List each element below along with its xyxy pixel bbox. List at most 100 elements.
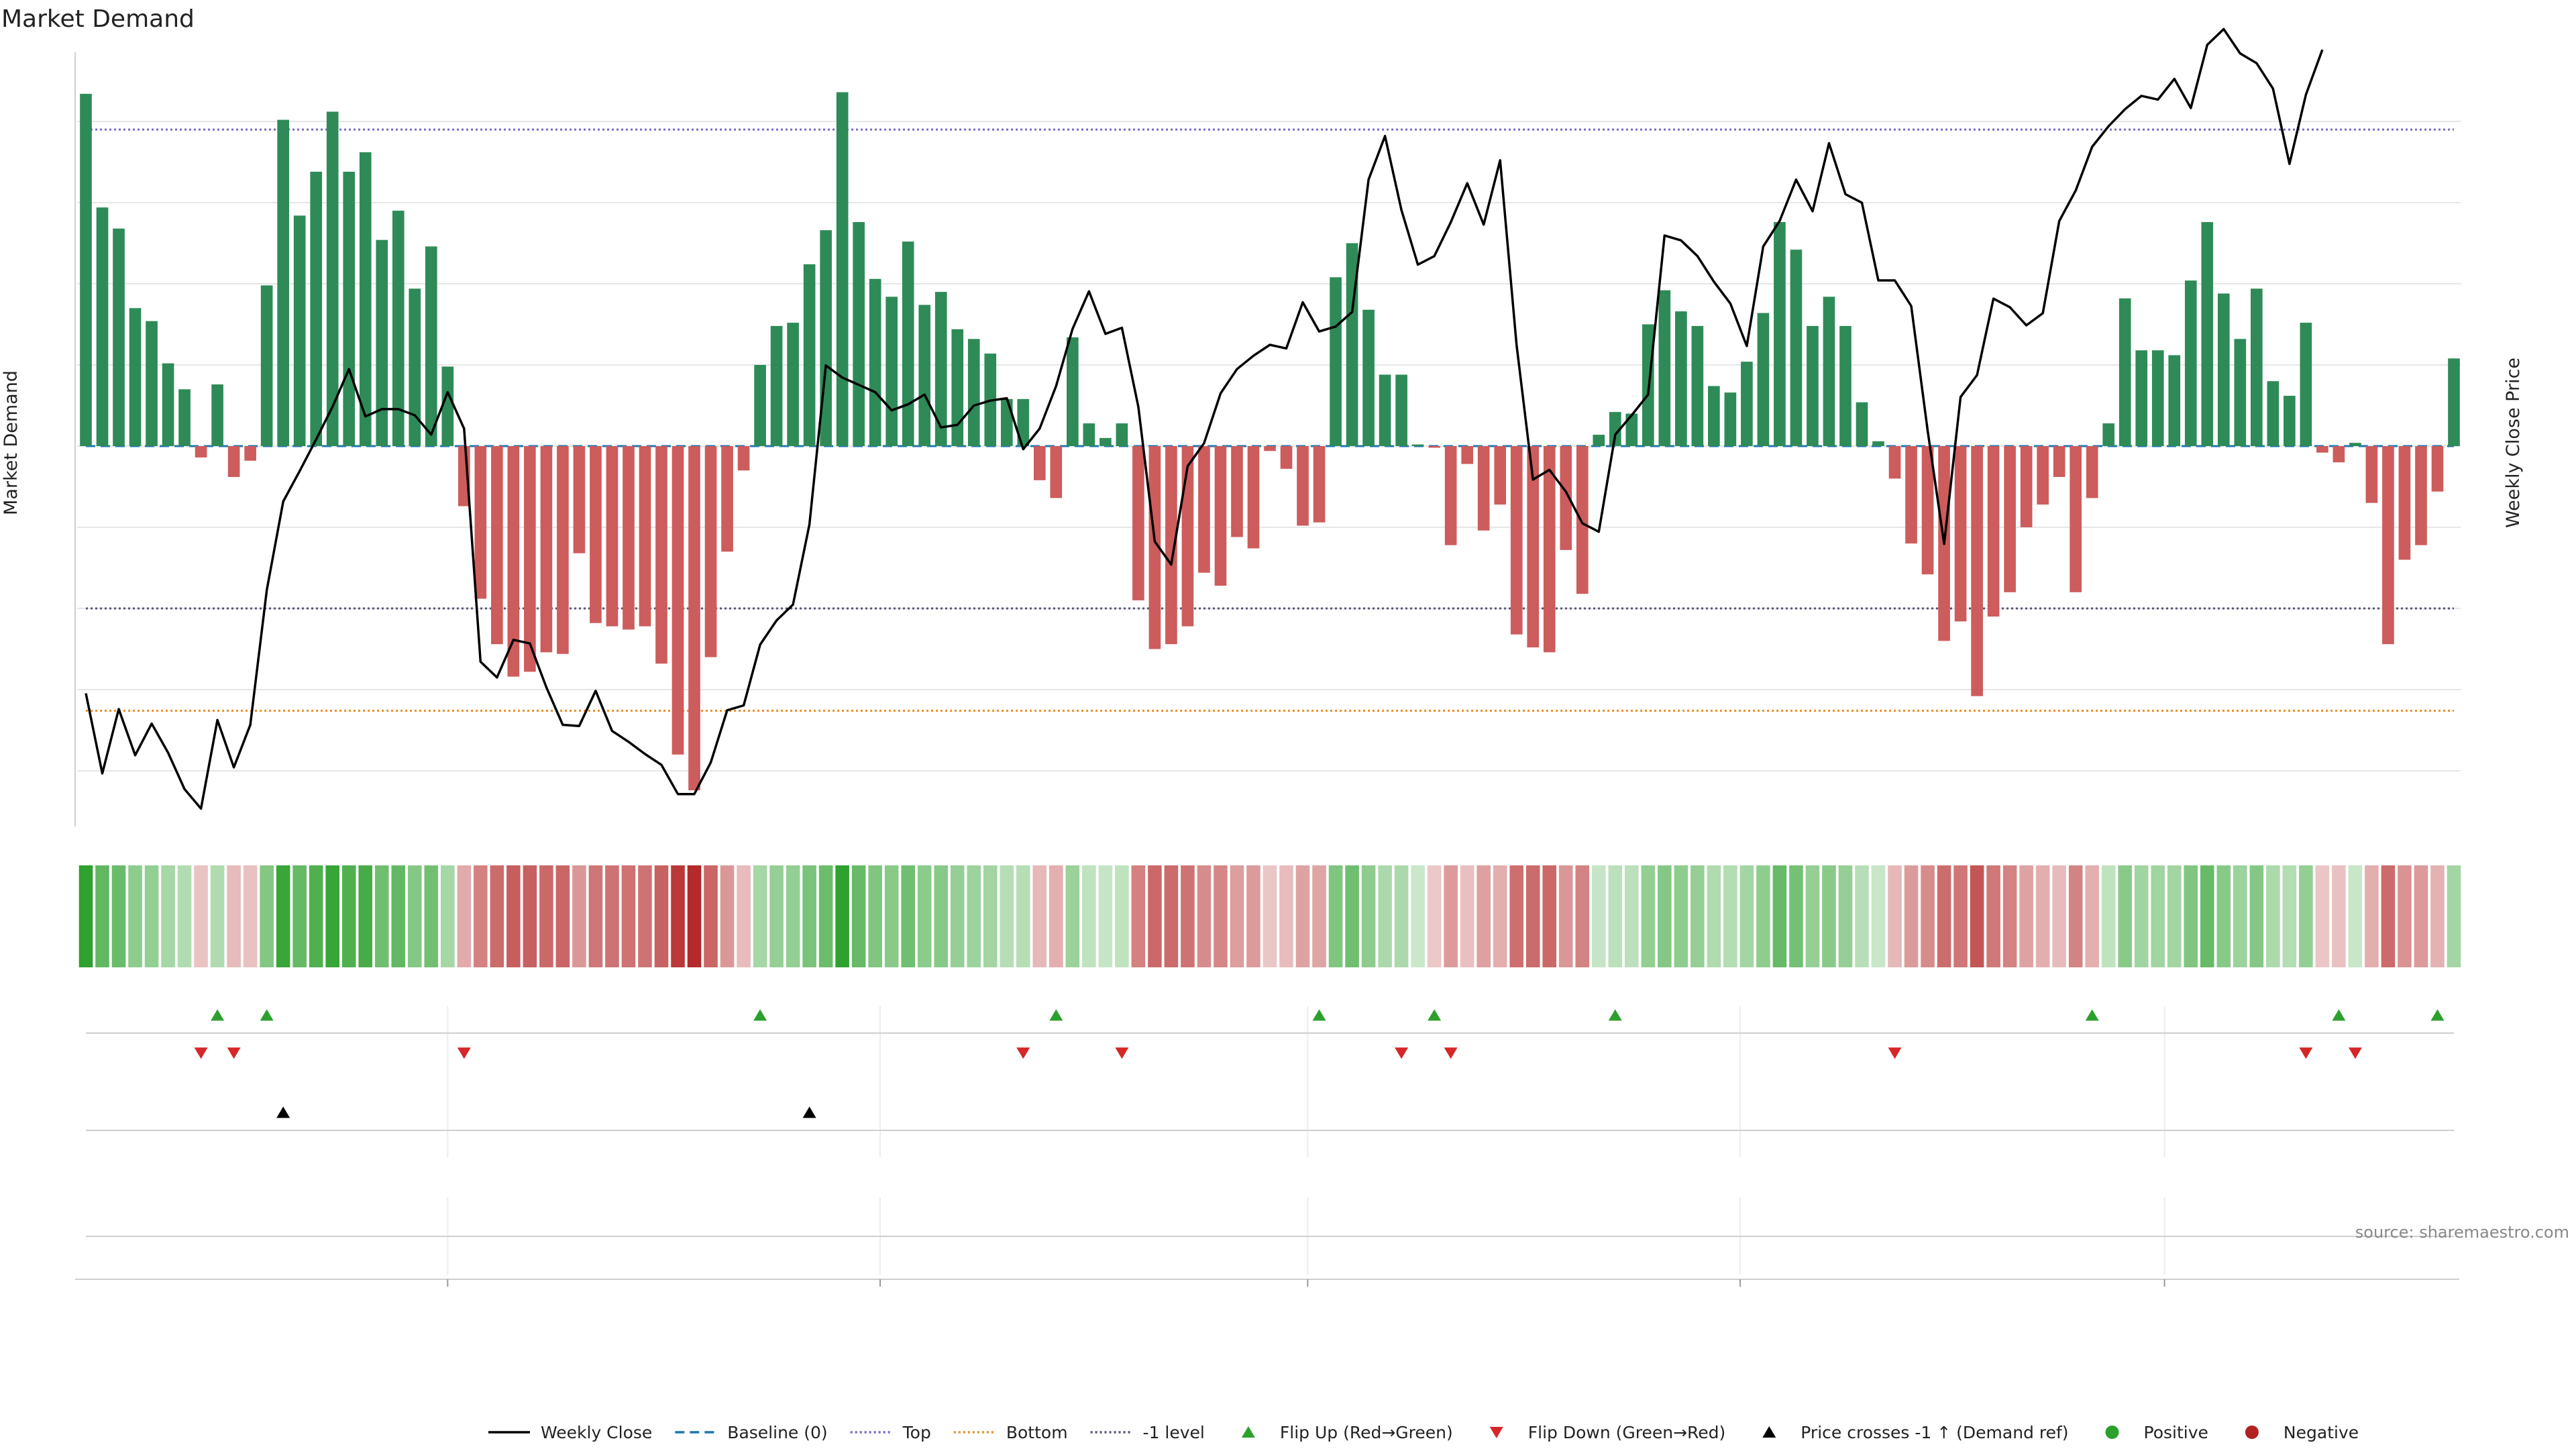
legend-label: Price crosses -1 ↑ (Demand ref) xyxy=(1801,1423,2068,1442)
demand-bar xyxy=(1494,446,1507,505)
demand-bar xyxy=(1888,446,1901,479)
heat-cell xyxy=(1230,865,1244,967)
heat-cell xyxy=(2068,865,2083,967)
demand-bar xyxy=(474,446,487,599)
heat-cell xyxy=(2200,865,2214,967)
demand-bar xyxy=(524,446,536,672)
heat-cell xyxy=(1756,865,1770,967)
heat-cell xyxy=(358,865,373,967)
heat-cell xyxy=(1164,865,1179,967)
heat-cell xyxy=(260,865,274,967)
heat-cell xyxy=(1690,865,1705,967)
flip-down-marker xyxy=(1016,1047,1030,1059)
demand-bar xyxy=(606,446,619,627)
demand-bar xyxy=(770,325,783,446)
heat-cell xyxy=(227,865,241,967)
heat-cell xyxy=(2002,865,2017,967)
legend-item: Positive xyxy=(2105,1423,2208,1442)
demand-bar xyxy=(2398,446,2411,560)
demand-bar xyxy=(2251,288,2263,446)
heat-cell xyxy=(605,865,619,967)
demand-bar xyxy=(1790,250,1803,446)
heat-cell xyxy=(161,865,175,967)
flip-down-marker xyxy=(457,1047,471,1059)
legend-swatch xyxy=(2105,1426,2119,1439)
heat-cell xyxy=(2414,865,2428,967)
legend-label: Bottom xyxy=(1006,1423,1068,1442)
heat-cell xyxy=(1295,865,1310,967)
demand-bar xyxy=(853,222,865,446)
heat-cell xyxy=(2118,865,2133,967)
demand-bar xyxy=(1330,277,1342,446)
flip-up-marker xyxy=(1428,1009,1442,1021)
heat-cell xyxy=(1411,865,1425,967)
demand-bar xyxy=(409,288,421,446)
demand-bar xyxy=(1807,325,1819,446)
heat-cell xyxy=(474,865,488,967)
heat-cell xyxy=(128,865,142,967)
flip-up-marker xyxy=(1608,1009,1622,1021)
demand-bar xyxy=(244,446,256,461)
heat-cell xyxy=(1674,865,1688,967)
heat-cell xyxy=(309,865,323,967)
demand-bar xyxy=(1067,337,1079,446)
legend-label: Negative xyxy=(2284,1423,2359,1442)
demand-bar xyxy=(80,93,92,447)
demand-bar xyxy=(557,446,569,654)
demand-bar xyxy=(1477,446,1490,531)
heat-cell xyxy=(539,865,553,967)
y-axis-label-right: Weekly Close Price xyxy=(2503,358,2524,528)
demand-bar xyxy=(869,278,881,446)
heat-cell xyxy=(523,865,537,967)
heat-cell xyxy=(95,865,109,967)
demand-bar xyxy=(1872,441,1884,446)
demand-bar xyxy=(343,172,356,446)
demand-bar xyxy=(2316,446,2328,453)
demand-bar xyxy=(1247,446,1260,549)
demand-bar xyxy=(918,305,931,446)
demand-bar xyxy=(1823,297,1835,446)
heat-cell xyxy=(737,865,751,967)
demand-bar xyxy=(2365,446,2378,503)
demand-bar xyxy=(1461,446,1473,464)
heat-cell xyxy=(276,865,290,967)
heat-cell xyxy=(2282,865,2297,967)
demand-bar xyxy=(113,228,125,446)
demand-bar xyxy=(1083,423,1095,446)
demand-bar xyxy=(1264,446,1276,451)
demand-bar xyxy=(178,389,191,446)
reference-lines xyxy=(86,128,2454,712)
demand-bar xyxy=(1757,313,1770,446)
heat-cell xyxy=(341,865,356,967)
demand-bar xyxy=(721,446,733,552)
demand-bar xyxy=(1987,446,2000,617)
price-line xyxy=(85,28,2324,810)
demand-bar xyxy=(1395,374,1407,446)
demand-bar xyxy=(2151,350,2164,446)
legend-item: Baseline (0) xyxy=(675,1423,828,1442)
flip-down-marker xyxy=(1115,1047,1129,1059)
heat-cell xyxy=(2151,865,2165,967)
demand-bar xyxy=(1543,446,1556,653)
legend-label: -1 level xyxy=(1143,1423,1205,1442)
demand-bar xyxy=(1198,446,1210,573)
heat-cell xyxy=(1986,865,2000,967)
flip-down-marker xyxy=(2348,1047,2362,1059)
legend-label: Baseline (0) xyxy=(727,1423,827,1442)
demand-bar xyxy=(655,446,667,664)
heat-cell xyxy=(1394,865,1409,967)
heat-cell xyxy=(407,865,422,967)
heat-cell xyxy=(1509,865,1524,967)
heat-cell xyxy=(1871,865,1886,967)
legend-item: Bottom xyxy=(953,1423,1068,1442)
heat-cell xyxy=(2035,865,2050,967)
heat-cell xyxy=(1263,865,1277,967)
heat-cell xyxy=(177,865,192,967)
heat-cell xyxy=(720,865,735,967)
demand-bar xyxy=(2004,446,2016,592)
legend-item: Price crosses -1 ↑ (Demand ref) xyxy=(1762,1423,2069,1442)
heat-cell xyxy=(1477,865,1491,967)
demand-heat-strip xyxy=(78,865,2461,967)
demand-bar xyxy=(1231,446,1243,537)
heat-cell xyxy=(621,865,636,967)
